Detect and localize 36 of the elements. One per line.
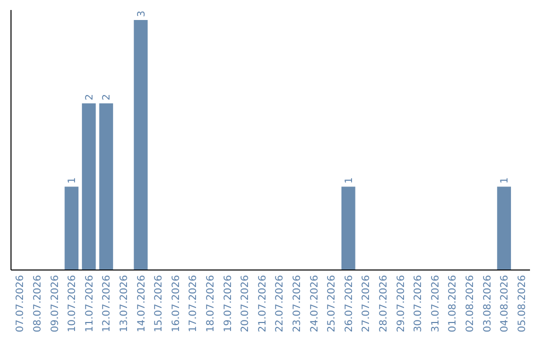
- x-tick-label: 21.07.2026: [257, 275, 268, 332]
- x-tick-label: 24.07.2026: [309, 275, 320, 332]
- x-tick-label: 22.07.2026: [274, 275, 286, 332]
- data-label: 1: [344, 177, 355, 184]
- data-label: 1: [500, 177, 511, 184]
- x-tick-label: 23.07.2026: [292, 275, 303, 332]
- x-tick-label: 12.07.2026: [102, 275, 113, 332]
- x-tick-label: 08.07.2026: [32, 275, 44, 332]
- x-tick-label: 27.07.2026: [361, 275, 372, 332]
- x-tick-label: 26.07.2026: [344, 275, 355, 332]
- x-tick-label: 14.07.2026: [136, 275, 148, 332]
- x-tick-label: 13.07.2026: [118, 275, 130, 332]
- x-tick-label: 25.07.2026: [326, 275, 338, 332]
- x-tick-label: 01.08.2026: [448, 275, 459, 332]
- x-tick-label: 30.07.2026: [413, 275, 424, 332]
- data-label: 2: [84, 94, 96, 100]
- x-tick-label: 07.07.2026: [15, 275, 26, 332]
- x-tick-label: 02.08.2026: [464, 275, 476, 332]
- x-tick-label: 20.07.2026: [240, 275, 252, 332]
- x-tick-label: 19.07.2026: [222, 275, 234, 332]
- x-tick-label: 31.07.2026: [430, 275, 442, 332]
- x-tick-label: 04.08.2026: [500, 275, 511, 332]
- x-tick-label: 17.07.2026: [188, 275, 200, 332]
- x-tick-label: 18.07.2026: [205, 275, 216, 332]
- x-tick-label: 11.07.2026: [84, 275, 96, 332]
- x-tick-label: 15.07.2026: [154, 275, 165, 332]
- x-tick-label: 05.08.2026: [516, 275, 528, 332]
- x-tick-label: 09.07.2026: [50, 275, 61, 332]
- x-tick-label: 16.07.2026: [170, 275, 182, 332]
- x-tick-label: 28.07.2026: [378, 275, 390, 332]
- x-tick-label: 29.07.2026: [396, 275, 407, 332]
- x-tick-label: 03.08.2026: [482, 275, 494, 332]
- data-label: 2: [102, 94, 113, 100]
- data-label: 1: [67, 177, 78, 184]
- data-label: 3: [136, 10, 148, 17]
- x-tick-label: 10.07.2026: [67, 275, 78, 332]
